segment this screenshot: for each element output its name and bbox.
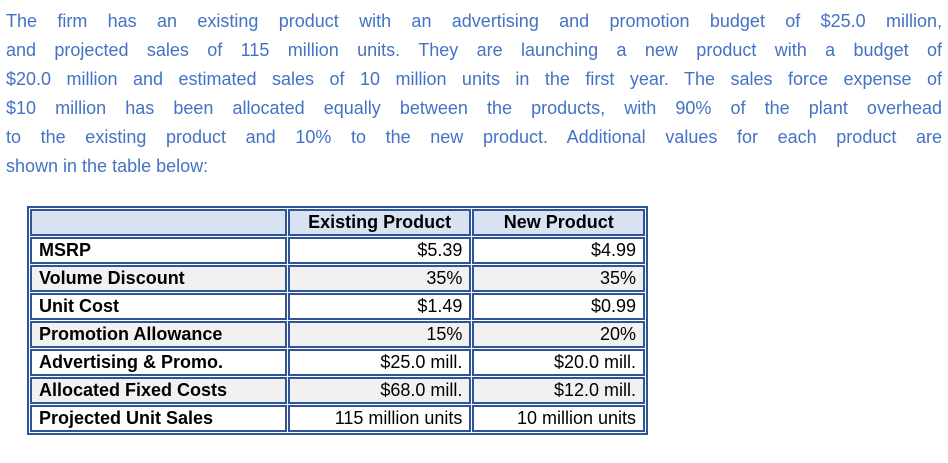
header-blank-cell	[30, 209, 287, 236]
table-row: Unit Cost $1.49 $0.99	[30, 293, 645, 320]
table-row: Allocated Fixed Costs $68.0 mill. $12.0 …	[30, 377, 645, 404]
row-label-msrp: MSRP	[30, 237, 287, 264]
paragraph-line: $20.0 million and estimated sales of 10 …	[6, 69, 942, 89]
problem-statement: The firm has an existing product with an…	[6, 7, 942, 181]
table-container: Existing Product New Product MSRP $5.39 …	[27, 206, 942, 435]
row-label-allocated-fixed-costs: Allocated Fixed Costs	[30, 377, 287, 404]
table-row: Promotion Allowance 15% 20%	[30, 321, 645, 348]
paragraph-line: The firm has an existing product with an…	[6, 11, 942, 31]
promotion-allowance-existing-value: 15%	[287, 321, 472, 348]
table-row: Volume Discount 35% 35%	[30, 265, 645, 292]
unit-cost-existing-value: $1.49	[287, 293, 472, 320]
advertising-promo-new-value: $20.0 mill.	[472, 349, 645, 376]
paragraph-line: to the existing product and 10% to the n…	[6, 127, 942, 147]
projected-unit-sales-new-value: 10 million units	[472, 405, 645, 432]
msrp-new-value: $4.99	[472, 237, 645, 264]
row-label-advertising-promo: Advertising & Promo.	[30, 349, 287, 376]
advertising-promo-existing-value: $25.0 mill.	[287, 349, 472, 376]
table-row: Projected Unit Sales 115 million units 1…	[30, 405, 645, 432]
projected-unit-sales-existing-value: 115 million units	[287, 405, 472, 432]
allocated-fixed-costs-new-value: $12.0 mill.	[472, 377, 645, 404]
row-label-promotion-allowance: Promotion Allowance	[30, 321, 287, 348]
paragraph-line: shown in the table below:	[6, 156, 209, 176]
row-label-unit-cost: Unit Cost	[30, 293, 287, 320]
volume-discount-new-value: 35%	[472, 265, 645, 292]
product-comparison-table: Existing Product New Product MSRP $5.39 …	[27, 206, 648, 435]
header-existing-product: Existing Product	[287, 209, 472, 236]
paragraph-line: $10 million has been allocated equally b…	[6, 98, 942, 118]
unit-cost-new-value: $0.99	[472, 293, 645, 320]
table-row: Advertising & Promo. $25.0 mill. $20.0 m…	[30, 349, 645, 376]
msrp-existing-value: $5.39	[287, 237, 472, 264]
allocated-fixed-costs-existing-value: $68.0 mill.	[287, 377, 472, 404]
table-header-row: Existing Product New Product	[30, 209, 645, 236]
header-new-product: New Product	[472, 209, 645, 236]
table-row: MSRP $5.39 $4.99	[30, 237, 645, 264]
volume-discount-existing-value: 35%	[287, 265, 472, 292]
promotion-allowance-new-value: 20%	[472, 321, 645, 348]
paragraph-line: and projected sales of 115 million units…	[6, 40, 942, 60]
row-label-volume-discount: Volume Discount	[30, 265, 287, 292]
row-label-projected-unit-sales: Projected Unit Sales	[30, 405, 287, 432]
